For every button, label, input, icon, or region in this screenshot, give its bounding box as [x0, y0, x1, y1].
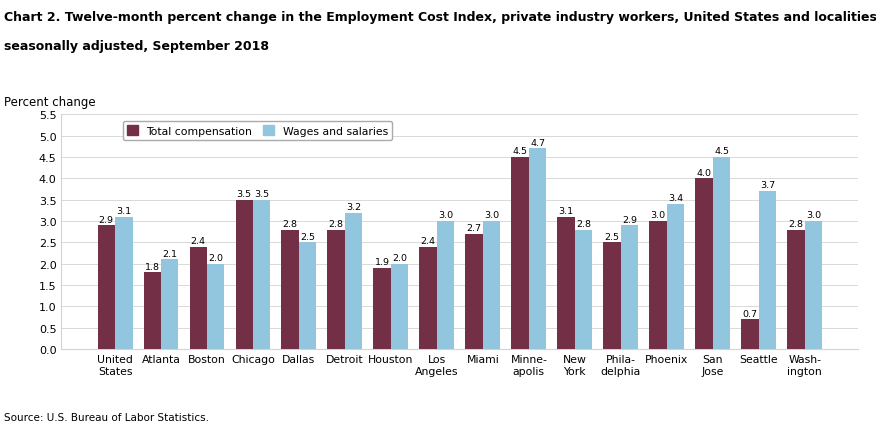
Bar — [189, 247, 207, 349]
Text: 4.7: 4.7 — [530, 138, 545, 147]
Text: 2.0: 2.0 — [392, 253, 407, 262]
Text: seasonally adjusted, September 2018: seasonally adjusted, September 2018 — [4, 40, 270, 52]
Bar — [604, 243, 621, 349]
Bar — [328, 230, 345, 349]
Bar — [529, 149, 547, 349]
Bar — [512, 158, 529, 349]
Bar — [144, 273, 161, 349]
Bar — [253, 200, 271, 349]
Text: 2.8: 2.8 — [788, 219, 803, 228]
Bar — [437, 222, 455, 349]
Text: 2.8: 2.8 — [283, 219, 298, 228]
Bar — [391, 264, 408, 349]
Text: 3.0: 3.0 — [438, 211, 453, 220]
Text: 3.2: 3.2 — [346, 202, 361, 211]
Bar — [420, 247, 437, 349]
Bar — [696, 179, 713, 349]
Bar — [207, 264, 224, 349]
Text: 2.8: 2.8 — [328, 219, 343, 228]
Bar — [759, 192, 776, 349]
Text: 2.4: 2.4 — [191, 236, 206, 245]
Text: 3.0: 3.0 — [806, 211, 821, 220]
Bar — [557, 217, 575, 349]
Text: 4.5: 4.5 — [512, 147, 527, 156]
Text: 2.1: 2.1 — [162, 249, 177, 258]
Bar — [667, 204, 684, 349]
Bar — [805, 222, 823, 349]
Text: Source: U.S. Bureau of Labor Statistics.: Source: U.S. Bureau of Labor Statistics. — [4, 412, 209, 422]
Bar — [741, 320, 759, 349]
Bar — [236, 200, 253, 349]
Bar — [649, 222, 667, 349]
Bar — [299, 243, 316, 349]
Text: Chart 2. Twelve-month percent change in the Employment Cost Index, private indus: Chart 2. Twelve-month percent change in … — [4, 11, 876, 23]
Bar — [115, 217, 132, 349]
Legend: Total compensation, Wages and salaries: Total compensation, Wages and salaries — [123, 121, 392, 141]
Bar — [161, 260, 179, 349]
Text: 2.8: 2.8 — [576, 219, 591, 228]
Text: 2.5: 2.5 — [300, 232, 315, 241]
Bar — [621, 226, 639, 349]
Text: 1.9: 1.9 — [375, 258, 390, 267]
Text: 2.5: 2.5 — [604, 232, 619, 241]
Text: 3.0: 3.0 — [651, 211, 666, 220]
Text: 3.0: 3.0 — [484, 211, 499, 220]
Text: 2.4: 2.4 — [420, 236, 435, 245]
Bar — [345, 213, 363, 349]
Bar — [483, 222, 500, 349]
Text: 4.0: 4.0 — [696, 168, 711, 177]
Bar — [713, 158, 731, 349]
Bar — [373, 268, 391, 349]
Text: 3.4: 3.4 — [668, 194, 683, 203]
Text: Percent change: Percent change — [4, 96, 96, 109]
Text: 3.1: 3.1 — [117, 207, 131, 216]
Text: 2.9: 2.9 — [99, 215, 114, 224]
Text: 2.9: 2.9 — [622, 215, 637, 224]
Text: 3.7: 3.7 — [760, 181, 775, 190]
Text: 3.1: 3.1 — [559, 207, 574, 216]
Bar — [281, 230, 299, 349]
Bar — [465, 234, 483, 349]
Text: 4.5: 4.5 — [714, 147, 729, 156]
Text: 2.7: 2.7 — [467, 224, 482, 233]
Bar — [788, 230, 805, 349]
Bar — [97, 226, 115, 349]
Text: 3.5: 3.5 — [237, 190, 251, 199]
Text: 0.7: 0.7 — [743, 309, 758, 318]
Text: 1.8: 1.8 — [145, 262, 159, 271]
Text: 2.0: 2.0 — [208, 253, 223, 262]
Text: 3.5: 3.5 — [254, 190, 269, 199]
Bar — [575, 230, 592, 349]
